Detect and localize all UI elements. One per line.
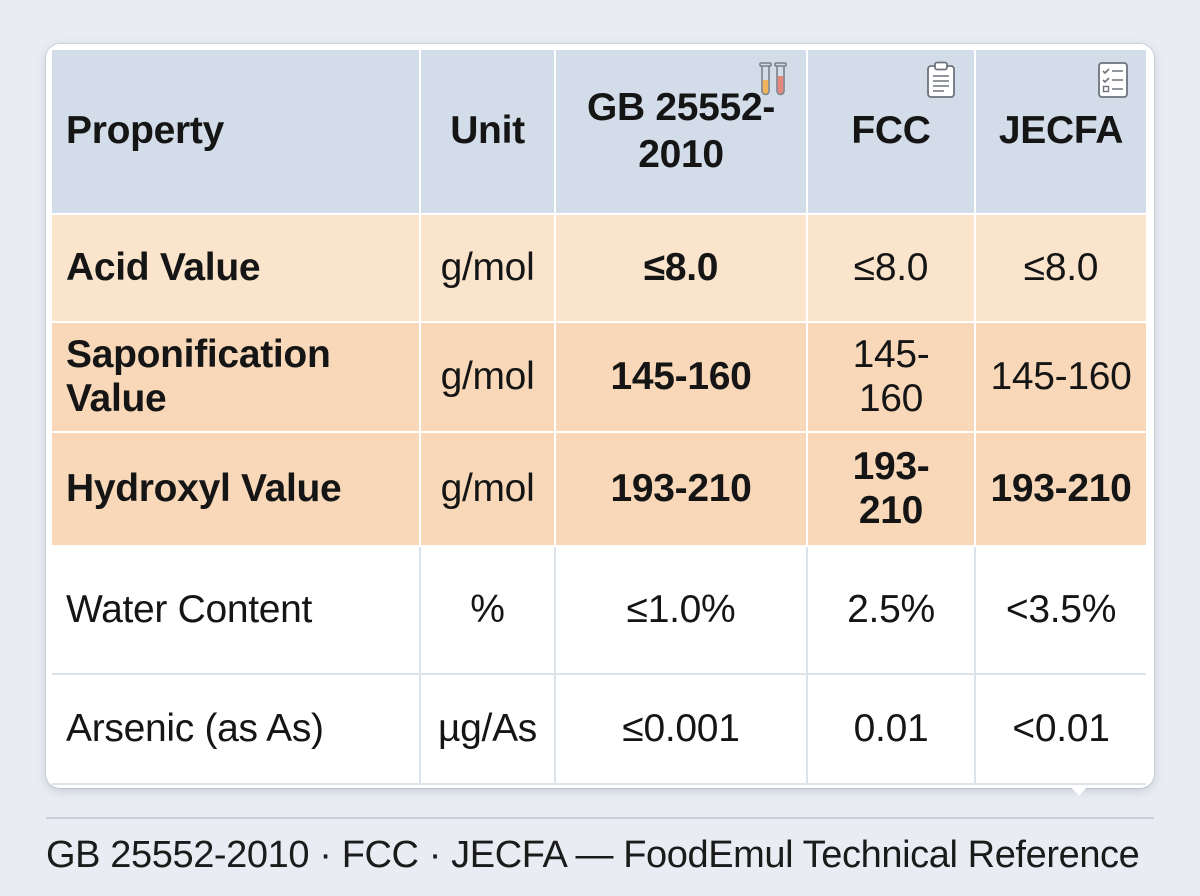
clipboard-icon bbox=[927, 61, 955, 98]
cell-gb: 193-210 bbox=[555, 432, 808, 547]
cell-unit: g/mol bbox=[420, 432, 556, 547]
header-unit: Unit bbox=[420, 50, 556, 215]
table-row: Acid Value g/mol ≤8.0 ≤8.0 ≤8.0 bbox=[52, 214, 1146, 323]
cell-property: Water Content bbox=[52, 546, 421, 675]
cell-gb: 145-160 bbox=[555, 322, 808, 433]
header-gb-label: GB 25552-2010 bbox=[586, 85, 776, 176]
cell-gb: ≤0.001 bbox=[555, 674, 808, 785]
caption: GB 25552-2010 · FCC · JECFA — FoodEmul T… bbox=[46, 834, 1140, 876]
cell-fcc: 2.5% bbox=[807, 546, 976, 675]
cell-gb: ≤8.0 bbox=[555, 214, 808, 323]
cell-property: Hydroxyl Value bbox=[52, 432, 421, 547]
cell-property: Acid Value bbox=[52, 214, 421, 323]
checklist-icon bbox=[1098, 62, 1128, 98]
header-jecfa-label: JECFA bbox=[998, 109, 1124, 153]
cell-jecfa: <3.5% bbox=[975, 546, 1146, 675]
cell-jecfa: <0.01 bbox=[975, 674, 1146, 785]
header-fcc-label: FCC bbox=[851, 109, 931, 153]
cell-unit: g/mol bbox=[420, 214, 556, 323]
cell-unit: % bbox=[420, 546, 556, 675]
cell-fcc: 145-160 bbox=[807, 322, 976, 433]
table-header-row: Property Unit GB 25552-2010 bbox=[52, 50, 1146, 215]
header-fcc: FCC bbox=[807, 50, 976, 215]
cell-fcc: 0.01 bbox=[807, 674, 976, 785]
table-row: Saponification Value g/mol 145-160 145-1… bbox=[52, 322, 1146, 433]
cell-jecfa: 193-210 bbox=[975, 432, 1146, 547]
spec-table-card: Property Unit GB 25552-2010 bbox=[46, 44, 1154, 788]
cell-fcc: ≤8.0 bbox=[807, 214, 976, 323]
table-row: Hydroxyl Value g/mol 193-210 193-210 193… bbox=[52, 432, 1146, 547]
test-tubes-icon bbox=[759, 62, 787, 96]
cell-unit: µg/As bbox=[420, 674, 556, 785]
table-row: Arsenic (as As) µg/As ≤0.001 0.01 <0.01 bbox=[52, 674, 1146, 785]
cell-property: Arsenic (as As) bbox=[52, 674, 421, 785]
header-property: Property bbox=[52, 50, 421, 215]
cell-unit: g/mol bbox=[420, 322, 556, 433]
cell-gb: ≤1.0% bbox=[555, 546, 808, 675]
table-row: Water Content % ≤1.0% 2.5% <3.5% bbox=[52, 546, 1146, 675]
card-pointer bbox=[1070, 786, 1088, 796]
header-gb: GB 25552-2010 bbox=[555, 50, 808, 215]
cell-property: Saponification Value bbox=[52, 322, 421, 433]
divider bbox=[46, 817, 1154, 819]
header-jecfa: JECFA bbox=[975, 50, 1146, 215]
cell-jecfa: ≤8.0 bbox=[975, 214, 1146, 323]
cell-jecfa: 145-160 bbox=[975, 322, 1146, 433]
spec-table: Property Unit GB 25552-2010 bbox=[52, 50, 1146, 785]
cell-fcc: 193-210 bbox=[807, 432, 976, 547]
